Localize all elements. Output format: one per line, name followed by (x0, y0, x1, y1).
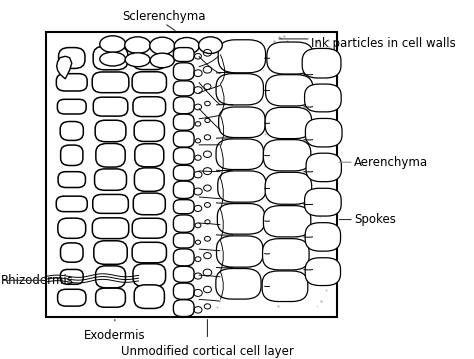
Text: Exodermis: Exodermis (84, 329, 146, 342)
FancyBboxPatch shape (56, 196, 87, 212)
FancyBboxPatch shape (267, 42, 313, 74)
FancyBboxPatch shape (132, 242, 166, 263)
FancyBboxPatch shape (263, 239, 309, 270)
FancyBboxPatch shape (92, 218, 129, 239)
Text: Sclerenchyma: Sclerenchyma (123, 10, 206, 23)
FancyBboxPatch shape (173, 81, 194, 96)
Ellipse shape (150, 37, 175, 55)
Ellipse shape (174, 38, 199, 54)
FancyBboxPatch shape (135, 144, 164, 167)
FancyBboxPatch shape (96, 144, 125, 167)
FancyBboxPatch shape (133, 193, 165, 215)
FancyBboxPatch shape (306, 153, 341, 182)
FancyBboxPatch shape (305, 188, 341, 216)
FancyBboxPatch shape (95, 120, 126, 142)
FancyBboxPatch shape (60, 270, 83, 284)
FancyBboxPatch shape (262, 271, 308, 302)
FancyBboxPatch shape (94, 241, 127, 264)
FancyBboxPatch shape (58, 218, 86, 238)
FancyBboxPatch shape (173, 63, 194, 80)
FancyBboxPatch shape (92, 72, 129, 93)
FancyBboxPatch shape (93, 195, 128, 213)
FancyBboxPatch shape (305, 258, 340, 285)
FancyBboxPatch shape (58, 172, 85, 187)
FancyBboxPatch shape (132, 46, 166, 70)
FancyBboxPatch shape (305, 118, 342, 147)
Bar (46, 32, 337, 317)
FancyBboxPatch shape (61, 145, 83, 165)
Ellipse shape (125, 53, 150, 67)
FancyBboxPatch shape (93, 97, 128, 116)
FancyBboxPatch shape (173, 48, 194, 61)
FancyBboxPatch shape (133, 264, 165, 286)
FancyBboxPatch shape (173, 131, 194, 147)
FancyBboxPatch shape (173, 249, 194, 266)
FancyBboxPatch shape (302, 48, 341, 78)
FancyBboxPatch shape (264, 140, 311, 171)
FancyBboxPatch shape (61, 243, 83, 262)
FancyBboxPatch shape (96, 266, 126, 288)
FancyBboxPatch shape (305, 84, 341, 112)
FancyBboxPatch shape (173, 300, 194, 317)
FancyBboxPatch shape (216, 139, 264, 169)
Ellipse shape (100, 36, 126, 52)
FancyBboxPatch shape (135, 168, 164, 191)
FancyBboxPatch shape (56, 74, 87, 91)
FancyBboxPatch shape (305, 223, 340, 251)
FancyBboxPatch shape (173, 97, 194, 114)
Ellipse shape (100, 52, 126, 66)
FancyBboxPatch shape (173, 114, 194, 130)
FancyBboxPatch shape (173, 200, 194, 214)
FancyBboxPatch shape (95, 169, 127, 190)
FancyBboxPatch shape (173, 181, 194, 199)
FancyBboxPatch shape (134, 121, 164, 141)
Ellipse shape (125, 37, 151, 53)
Polygon shape (57, 56, 72, 79)
FancyBboxPatch shape (58, 289, 86, 306)
FancyBboxPatch shape (173, 233, 194, 248)
FancyBboxPatch shape (173, 283, 194, 299)
Text: Aerenchyma: Aerenchyma (354, 156, 428, 169)
FancyBboxPatch shape (265, 75, 313, 106)
FancyBboxPatch shape (93, 46, 128, 70)
FancyBboxPatch shape (219, 107, 265, 137)
FancyBboxPatch shape (173, 266, 194, 282)
FancyBboxPatch shape (218, 204, 264, 234)
FancyBboxPatch shape (57, 99, 86, 114)
Text: Spokes: Spokes (354, 213, 396, 226)
FancyBboxPatch shape (134, 285, 164, 308)
FancyBboxPatch shape (132, 218, 166, 238)
Ellipse shape (199, 37, 222, 53)
FancyBboxPatch shape (217, 236, 263, 267)
FancyBboxPatch shape (218, 171, 266, 202)
Ellipse shape (150, 53, 174, 68)
Text: Unmodified cortical cell layer: Unmodified cortical cell layer (121, 345, 294, 358)
FancyBboxPatch shape (96, 288, 126, 307)
FancyBboxPatch shape (59, 48, 85, 69)
FancyBboxPatch shape (132, 72, 166, 93)
FancyBboxPatch shape (216, 269, 261, 299)
Text: Ink particles in cell walls: Ink particles in cell walls (311, 37, 456, 50)
FancyBboxPatch shape (133, 97, 165, 117)
FancyBboxPatch shape (173, 148, 194, 164)
FancyBboxPatch shape (60, 121, 83, 140)
FancyBboxPatch shape (173, 165, 194, 181)
Text: Rhizodermis: Rhizodermis (0, 274, 73, 287)
FancyBboxPatch shape (264, 206, 311, 237)
FancyBboxPatch shape (173, 215, 194, 232)
FancyBboxPatch shape (218, 40, 265, 73)
FancyBboxPatch shape (216, 74, 264, 105)
FancyBboxPatch shape (265, 107, 312, 139)
FancyBboxPatch shape (265, 172, 312, 204)
